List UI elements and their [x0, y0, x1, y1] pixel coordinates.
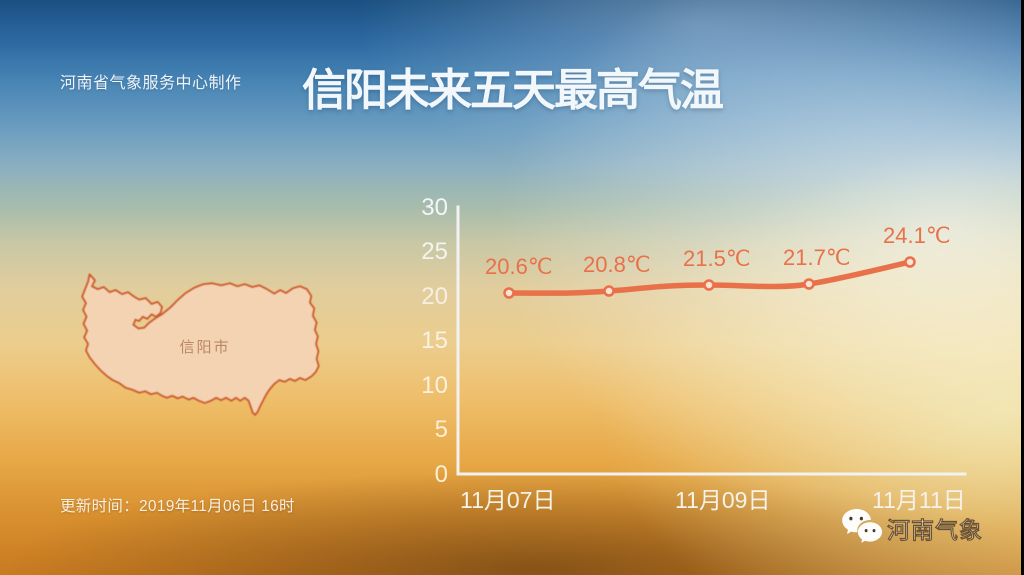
svg-text:25: 25 — [421, 238, 448, 265]
svg-text:10: 10 — [421, 372, 448, 399]
svg-text:11月09日: 11月09日 — [675, 487, 770, 513]
svg-text:20.6℃: 20.6℃ — [485, 254, 553, 279]
svg-text:11月07日: 11月07日 — [460, 487, 555, 513]
svg-text:30: 30 — [421, 194, 448, 221]
svg-text:21.7℃: 21.7℃ — [783, 245, 851, 270]
svg-text:15: 15 — [421, 327, 448, 354]
svg-text:24.1℃: 24.1℃ — [883, 223, 951, 248]
svg-text:21.5℃: 21.5℃ — [683, 246, 751, 271]
svg-text:5: 5 — [435, 416, 448, 443]
svg-text:20.8℃: 20.8℃ — [583, 252, 651, 277]
svg-text:0: 0 — [435, 461, 448, 488]
svg-text:20: 20 — [421, 283, 448, 310]
